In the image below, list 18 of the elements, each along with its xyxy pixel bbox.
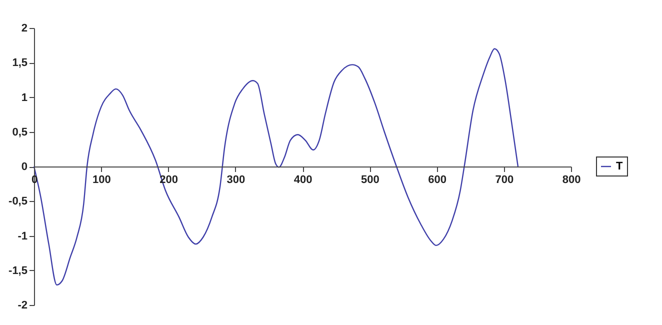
y-tick-label: 0: [21, 161, 28, 173]
x-tick-label: 800: [562, 174, 581, 186]
x-tick-label: 300: [226, 174, 246, 186]
y-tick-label: 1: [21, 92, 28, 104]
x-tick-label: 600: [428, 174, 446, 186]
y-tick-label: -1,5: [8, 264, 28, 277]
y-tick-label: 0,5: [12, 126, 28, 138]
x-tick-label: 100: [92, 174, 111, 186]
y-tick-label: -2: [18, 300, 28, 312]
y-tick-label: 2: [21, 22, 28, 34]
x-tick-label: 400: [294, 174, 312, 186]
y-tick-label: -0,5: [8, 196, 28, 208]
y-tick-label: -1: [18, 230, 28, 242]
legend-label: T: [616, 160, 623, 172]
x-tick-label: 700: [495, 174, 514, 186]
y-tick-label: 1,5: [12, 57, 28, 70]
line-series: [33, 48, 519, 286]
x-tick-label: 500: [360, 174, 380, 186]
